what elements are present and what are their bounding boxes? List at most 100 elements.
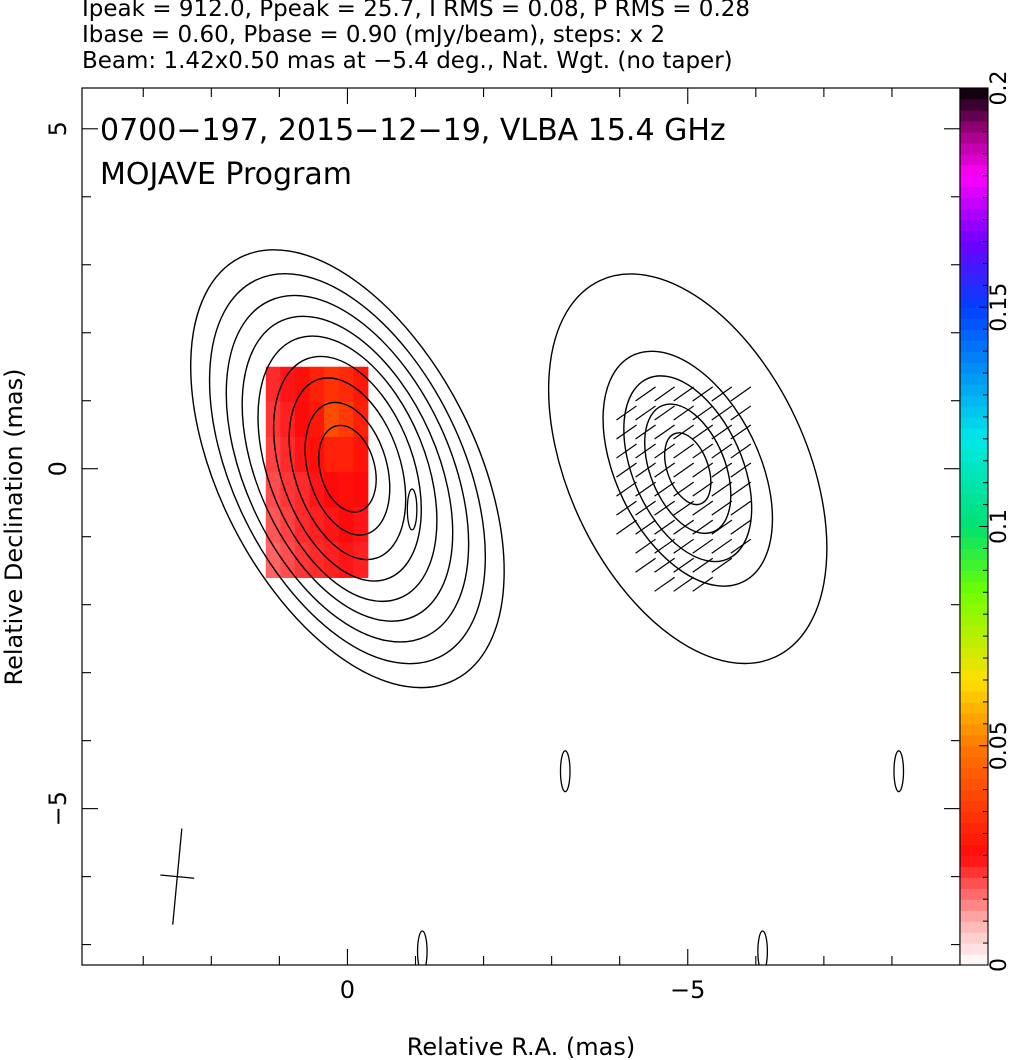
colorbar-segment [960, 910, 988, 922]
colorbar-tick-label: 0.2 [987, 71, 1012, 106]
colorbar-segment [960, 351, 988, 363]
evpa-stick [711, 481, 733, 497]
beam-minor-axis [160, 874, 195, 879]
colorbar-segment [960, 186, 988, 199]
intensity-contours [190, 249, 905, 965]
colorbar-segment [960, 581, 988, 593]
fpol-pixel [324, 436, 340, 473]
noise-contour [757, 930, 769, 965]
colorbar-segment [960, 669, 988, 681]
fpol-pixel [338, 436, 354, 473]
fpol-pixel [309, 436, 325, 473]
colorbar-segment [960, 362, 988, 374]
evpa-stick [616, 462, 637, 478]
colorbar-segment [960, 109, 988, 122]
colorbar-segment [960, 252, 988, 264]
colorbar-segment [960, 822, 988, 835]
colorbar-segment [960, 833, 988, 846]
colorbar-segment [960, 153, 988, 166]
evpa-stick [730, 519, 752, 535]
contour-ring [272, 355, 422, 582]
fpol-pixel [294, 366, 311, 403]
evpa-stick [673, 519, 695, 535]
colorbar-segment [960, 932, 988, 944]
evpa-stick [635, 424, 656, 440]
evpa-stick [711, 386, 733, 402]
fpol-pixel [353, 472, 369, 508]
evpa-stick [654, 443, 675, 459]
colorbar-segment [960, 98, 988, 111]
evpa-stick [635, 557, 656, 573]
colorbar: 0 0.05 0.1 0.15 0.2 [959, 71, 1012, 972]
colorbar-segment [960, 285, 988, 297]
colorbar-segment [960, 482, 988, 495]
evpa-stick [635, 462, 656, 478]
noise-contour [406, 488, 418, 531]
evpa-stick [635, 443, 656, 459]
evpa-stick [692, 462, 714, 478]
colorbar-segment [960, 515, 988, 528]
fpol-pixel [294, 507, 311, 543]
evpa-stick [692, 443, 714, 459]
evpa-stick [616, 500, 637, 516]
evpa-stick [711, 557, 733, 573]
evpa-stick [692, 424, 714, 440]
colorbar-segment [960, 625, 988, 637]
contour-ring [257, 335, 438, 603]
colorbar-segment [960, 197, 988, 210]
colorbar-segment [960, 416, 988, 429]
fpol-pixel [338, 366, 354, 403]
colorbar-segment [960, 120, 988, 133]
evpa-stick [635, 405, 656, 421]
colorbar-segment [960, 383, 988, 396]
fpol-pixel [353, 436, 369, 473]
colorbar-segment [960, 394, 988, 407]
colorbar-segment [960, 778, 988, 791]
colorbar-segment [960, 767, 988, 780]
evpa-stick [635, 481, 656, 497]
colorbar-tick-label: 0 [987, 958, 1012, 972]
fpol-pixel [265, 366, 281, 403]
colorbar-segment [960, 241, 988, 254]
evpa-stick [692, 519, 714, 535]
contour-ring [190, 249, 505, 689]
evpa-stick [654, 424, 675, 440]
colorbar-segment [960, 504, 988, 517]
colorbar-segment [960, 307, 988, 319]
contour-ring [663, 432, 712, 506]
evpa-stick [635, 519, 656, 535]
colorbar-segment [960, 690, 988, 703]
noise-contour [559, 750, 571, 793]
axis-ticks: 0 −5 5 0 −5 [44, 88, 960, 1004]
colorbar-segment [960, 296, 988, 308]
colorbar-segment [960, 460, 988, 473]
fpol-pixel [294, 542, 311, 578]
colorbar-tick-label: 0.1 [987, 509, 1012, 544]
beam-marker [160, 828, 195, 925]
colorbar-segment [960, 921, 988, 933]
contour-ring [547, 273, 828, 665]
colorbar-segment [960, 844, 988, 856]
colorbar-segment [960, 800, 988, 813]
colorbar-segment [960, 493, 988, 506]
colorbar-segment [960, 888, 988, 900]
evpa-stick [711, 519, 733, 535]
fpol-pixel [280, 472, 296, 508]
colorbar-segment [960, 614, 988, 626]
colorbar-segment [960, 340, 988, 352]
fpol-pixel [280, 436, 296, 473]
colorbar-tick-label: 0.15 [987, 283, 1012, 332]
colorbar-segment [960, 559, 988, 571]
evpa-stick [654, 462, 675, 478]
fpol-pixel [324, 542, 340, 578]
evpa-stick [711, 424, 733, 440]
colorbar-segment [960, 679, 988, 692]
evpa-stick [654, 557, 675, 573]
evpa-stick [673, 386, 695, 402]
fpol-pixel [309, 472, 325, 508]
evpa-stick [673, 538, 695, 554]
colorbar-segment [960, 570, 988, 582]
fpol-pixel [265, 507, 281, 543]
evpa-stick [654, 519, 675, 535]
